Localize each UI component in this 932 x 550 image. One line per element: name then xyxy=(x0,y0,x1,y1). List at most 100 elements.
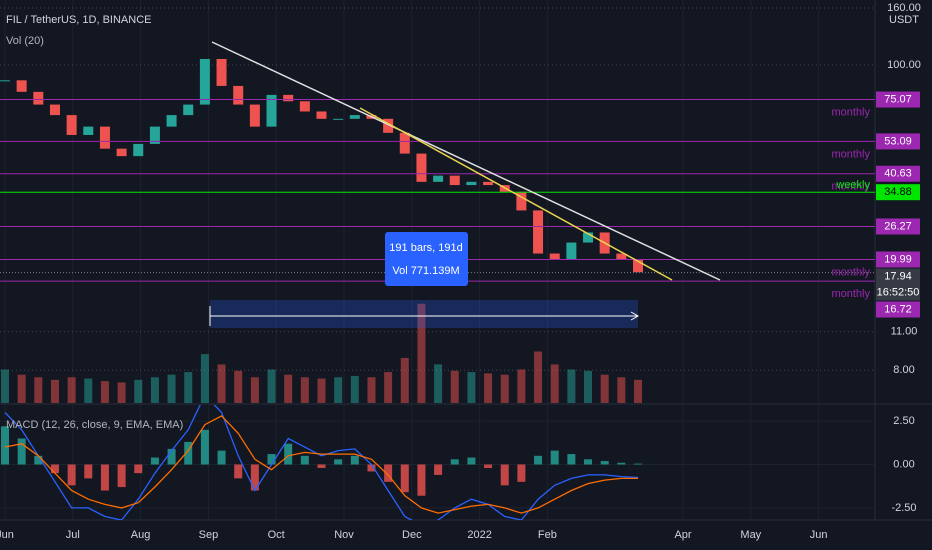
macd-histogram xyxy=(634,463,642,465)
candle xyxy=(383,118,394,133)
candle xyxy=(516,191,527,211)
volume-bar xyxy=(234,370,243,403)
volume-bar xyxy=(284,374,293,403)
macd-histogram xyxy=(167,448,176,465)
candle xyxy=(449,175,460,186)
volume-bar xyxy=(600,374,609,403)
macd-histogram xyxy=(400,464,409,493)
volume-bar xyxy=(84,378,93,403)
x-tick-label: Nov xyxy=(334,529,354,541)
chart-title: FIL / TetherUS, 1D, BINANCE xyxy=(6,14,152,26)
y-tick-label: 11.00 xyxy=(891,326,918,338)
price-label-box xyxy=(876,218,920,235)
macd-histogram xyxy=(100,464,109,491)
candle xyxy=(216,58,227,86)
volume-bar xyxy=(417,303,426,403)
volume-bar xyxy=(100,381,109,403)
macd-histogram xyxy=(434,464,443,475)
macd-histogram xyxy=(317,464,326,468)
macd-title: MACD (12, 26, close, 9, EMA, EMA) xyxy=(6,419,183,431)
x-tick-label: Aug xyxy=(131,529,151,541)
macd-histogram xyxy=(184,441,193,465)
macd-histogram xyxy=(217,450,226,465)
volume-bar xyxy=(634,379,642,403)
countdown: 16:52:50 xyxy=(877,286,920,298)
volume-bar xyxy=(550,364,559,403)
volume-bar xyxy=(300,377,309,403)
x-tick-label: Jul xyxy=(66,529,80,541)
macd-histogram xyxy=(534,455,543,465)
volume-bar xyxy=(267,369,276,403)
volume-bar xyxy=(617,377,626,403)
price-label: 26.27 xyxy=(884,220,912,232)
candle xyxy=(533,210,544,254)
candle xyxy=(566,242,577,260)
macd-histogram xyxy=(384,464,393,482)
candle xyxy=(633,259,643,273)
macd-histogram xyxy=(617,462,626,465)
macd-histogram xyxy=(117,464,126,488)
volume-bar xyxy=(217,364,226,403)
candle xyxy=(299,101,310,112)
macd-histogram xyxy=(300,455,309,465)
macd-histogram xyxy=(134,464,143,474)
macd-line xyxy=(4,405,639,520)
macd-histogram xyxy=(67,464,76,486)
candle xyxy=(416,153,427,182)
trend-line xyxy=(211,41,721,281)
candle xyxy=(66,115,77,135)
volume-bar xyxy=(450,370,459,403)
price-label-box xyxy=(876,268,920,301)
level-tag: monthly xyxy=(831,106,870,118)
x-tick-label: Oct xyxy=(268,529,285,541)
candle xyxy=(16,80,27,92)
volume-bar xyxy=(350,375,359,403)
price-label-box xyxy=(876,165,920,182)
candle xyxy=(249,104,260,127)
macd-histogram xyxy=(550,450,559,465)
macd-tick-label: -2.50 xyxy=(891,502,916,514)
macd-histogram xyxy=(284,443,293,465)
measure-arrowhead xyxy=(630,311,640,321)
candle xyxy=(33,91,44,105)
level-tag: weekly xyxy=(835,179,870,191)
candle xyxy=(483,181,494,186)
macd-histogram xyxy=(517,464,526,482)
x-tick-label: 2022 xyxy=(467,529,491,541)
macd-histogram xyxy=(450,459,459,465)
volume-bar xyxy=(67,377,76,403)
macd-histogram xyxy=(417,464,426,496)
volume-bar xyxy=(167,374,176,403)
volume-bar xyxy=(467,372,476,403)
volume-bar xyxy=(1,369,9,403)
macd-histogram xyxy=(200,429,209,465)
candle xyxy=(183,104,194,116)
volume-bar xyxy=(584,370,593,403)
candle xyxy=(333,118,344,120)
macd-histogram xyxy=(50,464,59,474)
candle xyxy=(233,85,244,105)
price-label: 19.99 xyxy=(884,253,912,265)
candle xyxy=(199,58,210,105)
macd-tick-label: 2.50 xyxy=(893,415,914,427)
macd-histogram xyxy=(350,455,359,465)
x-tick-label: Dec xyxy=(402,529,422,541)
candle xyxy=(49,104,60,116)
candle xyxy=(399,132,410,154)
macd-histogram xyxy=(484,464,493,468)
volume-bar xyxy=(484,373,493,403)
y-tick-label: 8.00 xyxy=(893,364,914,376)
volume-bar xyxy=(17,374,26,403)
candle xyxy=(433,175,444,182)
y-tick-label: 160.00 xyxy=(887,2,921,14)
y-tick-label: 100.00 xyxy=(887,59,921,71)
price-label: 75.07 xyxy=(884,93,912,105)
volume-bar xyxy=(384,372,393,403)
candle xyxy=(349,115,360,119)
level-tag: monthly xyxy=(831,148,870,160)
x-tick-label: Apr xyxy=(674,529,691,541)
macd-histogram xyxy=(234,464,243,479)
macd-histogram xyxy=(1,426,9,465)
price-label-box xyxy=(876,133,920,150)
candle xyxy=(99,126,110,149)
